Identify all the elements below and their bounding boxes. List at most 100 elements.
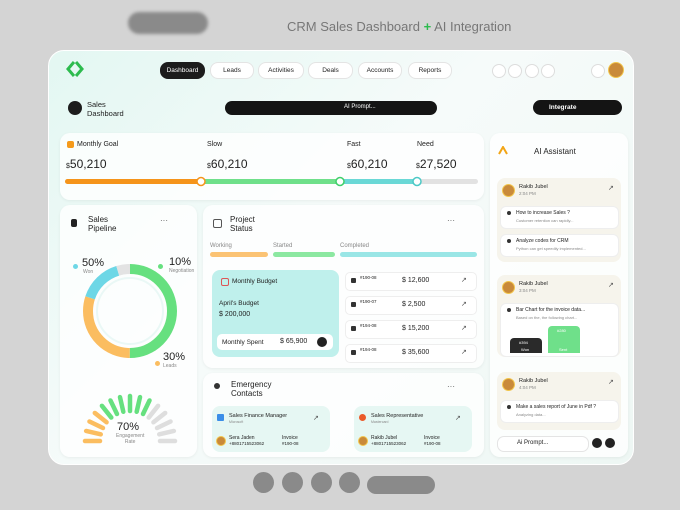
budget-value: $ 200,000 [219, 311, 251, 318]
icon-button[interactable] [508, 64, 522, 78]
element: Sales [88, 215, 109, 224]
pipeline-title: Sales Pipeline [88, 215, 116, 233]
gauge-tick [134, 394, 143, 415]
element [96, 277, 164, 345]
arrow: ↗ [608, 379, 614, 386]
goal-label: Slow [207, 141, 223, 148]
donut [83, 264, 177, 358]
item-amount: $ 12,600 [402, 277, 430, 284]
chat-avatar [502, 281, 515, 294]
arrow: ↗ [461, 325, 467, 332]
contacts-title: Emergency Contacts [231, 380, 271, 398]
goal-value: $27,520 [416, 157, 457, 171]
chat-time: 2:04 PM [519, 191, 536, 196]
element: 27,520 [419, 157, 457, 171]
bar-label: Won [521, 347, 530, 352]
gauge-tick [151, 410, 168, 425]
element: $ [66, 163, 70, 170]
goal-progress [65, 176, 478, 187]
bar [510, 338, 542, 353]
message [500, 206, 619, 229]
chat-user: Rakib Jubel [519, 378, 548, 384]
element [66, 61, 76, 77]
bar [548, 326, 580, 353]
more: ··· [160, 216, 168, 225]
item-amount: $ 15,200 [402, 325, 430, 332]
tab[interactable]: Dashboard [160, 62, 205, 79]
budget-title: Monthly Budget [232, 278, 278, 285]
arrow-button[interactable] [317, 337, 327, 347]
blob [253, 472, 274, 493]
question: Bar Chart for the invoice data... [516, 307, 586, 313]
avatar[interactable] [608, 62, 624, 78]
arrow: ↗ [455, 415, 461, 422]
logo [66, 61, 84, 77]
element: Status [230, 224, 253, 233]
contact-role: Sales Finance Manager [229, 413, 288, 419]
chat-user: Rakib Jubel [519, 281, 548, 287]
element [340, 179, 417, 184]
dot [73, 264, 78, 269]
element [83, 264, 177, 358]
pipeline-card [60, 205, 197, 457]
integrate-pill[interactable] [533, 100, 622, 115]
bar-value: #394 [519, 340, 528, 345]
ai-input-text: Ai Prompt... [517, 440, 549, 446]
goals-card [60, 133, 484, 200]
goal-label: Fast [347, 141, 361, 148]
gauge-tick [99, 403, 114, 420]
question: Analyze codes for CRM [516, 238, 569, 244]
engagement-value: 70% [117, 421, 140, 433]
element [412, 176, 422, 187]
goal-value: $60,210 [347, 157, 388, 171]
element: $ [416, 163, 420, 170]
tab[interactable]: Deals [308, 62, 353, 79]
chat-user: Rakib Jubel [519, 184, 548, 190]
spent-value: $ 65,900 [280, 338, 308, 345]
send[interactable] [605, 438, 615, 448]
icon-button[interactable] [492, 64, 506, 78]
icon-button[interactable] [525, 64, 539, 78]
mic[interactable] [592, 438, 602, 448]
prompt: AI Prompt... [344, 104, 376, 110]
tab[interactable]: Leads [210, 62, 254, 79]
arrow: ↗ [608, 185, 614, 192]
bar-value: #280 [557, 328, 566, 333]
stage-bar [273, 252, 335, 257]
item-icon [351, 350, 356, 355]
page-title: Sales Dashboard [87, 100, 124, 118]
answer: Analyzing data... [516, 412, 546, 417]
icon-button[interactable] [541, 64, 555, 78]
blurred-logo [128, 12, 208, 34]
blob [282, 472, 303, 493]
message [500, 234, 619, 257]
question: How to increase Sales ? [516, 210, 570, 216]
dot [158, 264, 163, 269]
stage: Started [273, 243, 293, 249]
ai-logo [498, 146, 508, 155]
item-icon [351, 278, 356, 283]
tab[interactable]: Activities [258, 62, 304, 79]
goal-label: Monthly Goal [77, 141, 119, 148]
gauge-tick [154, 419, 173, 431]
chat-time: 3:04 PM [519, 288, 536, 293]
gauge-tick [117, 394, 126, 415]
element: Engagement [116, 433, 145, 439]
stat: 50% [82, 257, 105, 269]
tab[interactable]: Reports [408, 62, 452, 79]
tab[interactable]: Accounts [358, 62, 402, 79]
chat-avatar [502, 184, 515, 197]
engagement-label: Engagement Rate [116, 433, 144, 445]
stage-bar [340, 252, 477, 257]
stage-bar [210, 252, 268, 257]
plus: + [423, 19, 432, 34]
goal-value: $60,210 [207, 157, 248, 171]
back-button[interactable] [68, 101, 82, 115]
project-item [345, 344, 477, 363]
stat-label: Negotiation [169, 268, 195, 274]
title: CRM Sales Dashboard [287, 19, 420, 34]
bell[interactable] [591, 64, 605, 78]
element [201, 179, 341, 184]
item-icon [351, 326, 356, 331]
contact-name: Rakib Jubel [371, 435, 398, 441]
